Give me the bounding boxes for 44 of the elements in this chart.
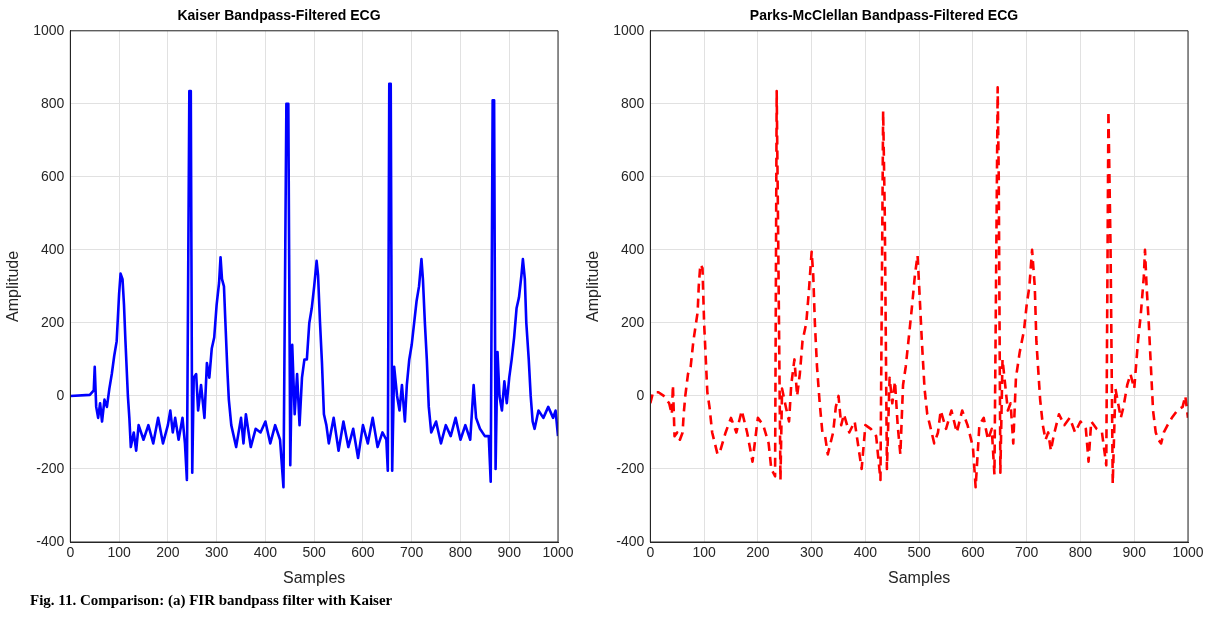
y-tick-label: 800 [620,94,645,111]
y-tick-label: 1000 [33,21,65,38]
x-axis-title: Samples [283,568,346,586]
chart-title: Parks-McClellan Bandpass-Filtered ECG [749,7,1019,24]
x-tick-label: 100 [107,544,131,561]
x-axis-title: Samples [888,568,951,586]
x-tick-label: 300 [799,544,824,561]
x-tick-label: 200 [156,544,180,561]
y-tick-label: -400 [616,532,645,549]
y-tick-label: -200 [36,459,65,476]
x-tick-label: 400 [853,544,878,561]
x-tick-label: 900 [497,544,522,561]
x-tick-label: 800 [1068,544,1093,561]
y-tick-label: 200 [40,313,65,330]
y-axis-title: Amplitude [584,250,602,322]
x-tick-label: 200 [746,544,770,561]
y-tick-label: 0 [636,386,645,403]
caption: Fig. 11. Comparison: (a) FIR bandpass filter with Kaiser [29,592,394,609]
x-tick-label: 900 [1122,544,1147,561]
y-tick-label: 0 [56,386,65,403]
x-tick-label: 100 [692,544,716,561]
x-tick-label: 700 [1015,544,1039,561]
y-tick-label: -200 [616,459,645,476]
chart-title: Kaiser Bandpass-Filtered ECG [177,7,381,24]
y-tick-label: -400 [36,532,65,549]
x-tick-label: 400 [253,544,278,561]
y-tick-label: 200 [620,313,645,330]
y-tick-label: 800 [40,94,65,111]
line-series [650,86,1188,489]
x-tick-label: 500 [302,544,327,561]
x-tick-label: 500 [907,544,932,561]
x-tick-label: 700 [400,544,424,561]
y-axis-title: Amplitude [4,250,22,322]
x-tick-label: 1000 [1172,544,1204,561]
x-tick-label: 800 [448,544,473,561]
x-tick-label: 600 [351,544,375,561]
y-tick-label: 600 [620,167,645,184]
x-tick-label: 600 [961,544,985,561]
x-tick-label: 1000 [542,544,574,561]
y-tick-label: 400 [620,240,645,257]
x-tick-label: 300 [204,544,229,561]
y-tick-label: 1000 [613,21,645,38]
y-tick-label: 600 [40,167,65,184]
y-tick-label: 400 [40,240,65,257]
